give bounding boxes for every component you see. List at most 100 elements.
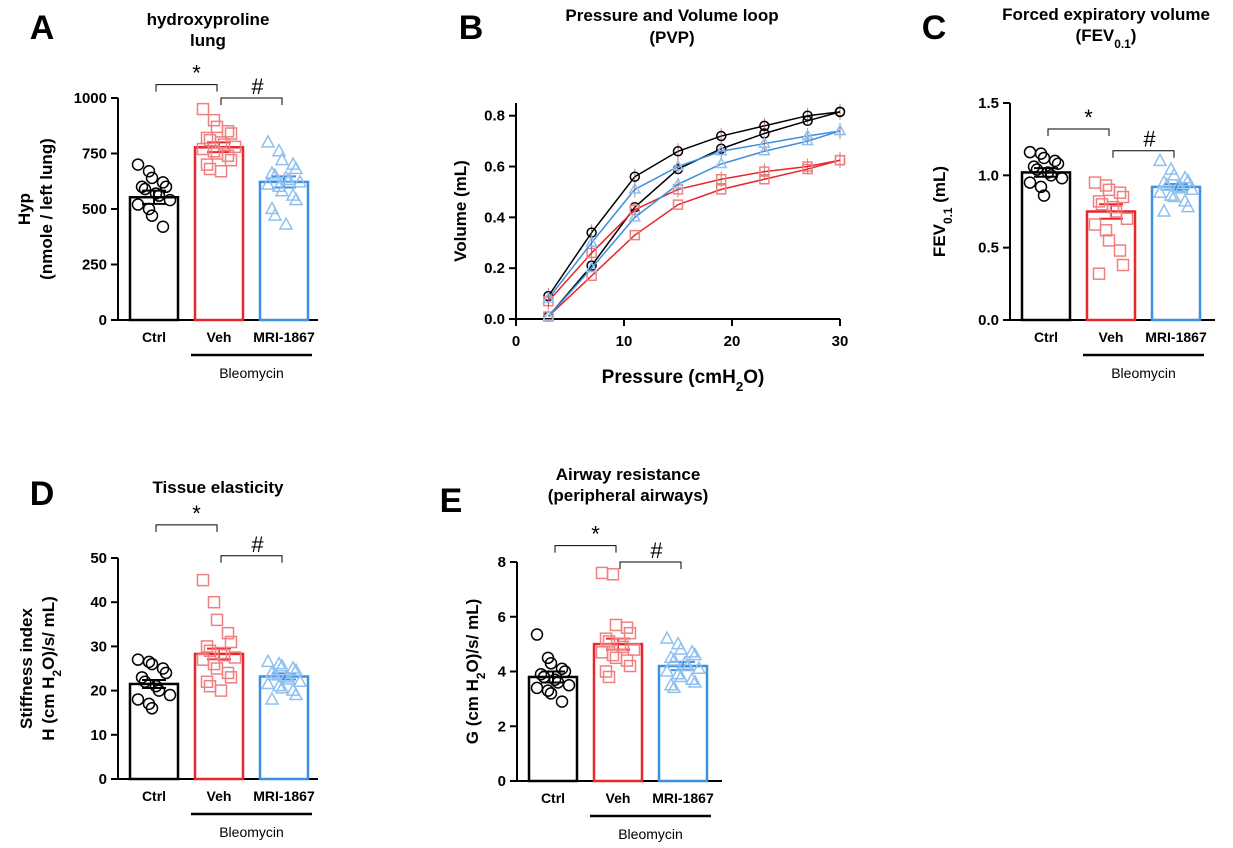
- data-point: [628, 210, 642, 222]
- data-point: [203, 162, 217, 176]
- data-point: [666, 679, 682, 694]
- data-point: [801, 128, 814, 141]
- data-point: [677, 655, 693, 669]
- data-point: [671, 159, 685, 171]
- y-tick-label: 6: [498, 609, 506, 626]
- data-point: [609, 618, 623, 632]
- data-point: [1048, 154, 1062, 168]
- significance-symbol: #: [650, 538, 663, 563]
- data-point: [210, 613, 224, 627]
- x-tick-label: 20: [724, 333, 741, 350]
- data-point: [292, 174, 308, 188]
- series-line-veh: [547, 159, 841, 318]
- data-point: [214, 684, 228, 697]
- x-tick-label: 0: [512, 333, 520, 350]
- data-point: [288, 192, 304, 206]
- panel-c: C Forced expiratory volume (FEV0.1) 0.0 0.5 1…: [922, 5, 1215, 381]
- data-point: [659, 630, 675, 644]
- data-point: [1166, 167, 1182, 181]
- data-point: [224, 127, 238, 140]
- significance-symbol: *: [1084, 105, 1093, 130]
- data-point: [131, 653, 145, 666]
- data-point: [200, 640, 214, 653]
- data-point: [691, 660, 707, 675]
- data-point: [758, 144, 771, 156]
- y-tick-label: 750: [82, 146, 107, 163]
- y-tick-label: 0: [99, 771, 107, 788]
- series-line-veh: [547, 159, 841, 302]
- data-point: [285, 660, 301, 674]
- data-point: [1088, 176, 1102, 189]
- data-point: [200, 675, 214, 689]
- data-point: [152, 189, 166, 202]
- data-point: [1092, 267, 1106, 280]
- y-tick-label: 1000: [74, 90, 107, 107]
- bar-mri-1867: [258, 675, 310, 781]
- data-point: [145, 171, 159, 185]
- data-point: [142, 655, 156, 669]
- data-point: [680, 657, 696, 672]
- x-category-label: MRI-1867: [652, 790, 714, 806]
- data-point: [541, 684, 555, 697]
- y-axis-label: Stiffness index: [17, 607, 36, 728]
- data-point: [292, 673, 308, 688]
- data-point: [530, 681, 544, 695]
- significance-bracket: [155, 524, 218, 532]
- x-category-label: Ctrl: [1034, 329, 1058, 345]
- data-point: [1173, 180, 1189, 194]
- y-tick-label: 10: [90, 727, 107, 744]
- data-point: [666, 652, 682, 666]
- data-point: [629, 204, 641, 215]
- data-point: [221, 125, 235, 138]
- data-point: [623, 659, 637, 673]
- panel-title: Tissue elasticity: [152, 478, 284, 497]
- panel-letter: B: [459, 9, 484, 47]
- data-point: [715, 130, 727, 142]
- data-point: [609, 651, 623, 665]
- data-point: [142, 165, 156, 178]
- x-category-label: Ctrl: [142, 329, 166, 345]
- data-point: [267, 667, 283, 681]
- data-point: [759, 120, 770, 132]
- y-tick-label: 40: [90, 594, 107, 611]
- significance-symbol: #: [1143, 127, 1156, 152]
- data-point: [274, 152, 290, 166]
- data-point: [562, 678, 576, 692]
- data-point: [131, 198, 145, 211]
- series-line-ctrl: [547, 111, 841, 297]
- data-point: [585, 235, 598, 248]
- data-point: [801, 134, 814, 146]
- x-category-label: MRI-1867: [1145, 329, 1207, 345]
- data-point: [288, 686, 304, 701]
- y-tick-label: 0: [498, 773, 506, 790]
- data-point: [1023, 145, 1037, 159]
- data-point: [802, 115, 813, 127]
- significance-bracket: [619, 561, 682, 569]
- data-point: [214, 646, 228, 660]
- data-point: [145, 702, 159, 715]
- data-point: [138, 182, 152, 196]
- panel-e: E Airway resistance (peripheral airways) 0 2…: [440, 465, 722, 842]
- data-point: [267, 167, 283, 181]
- data-point: [687, 647, 703, 661]
- x-category-label: Veh: [606, 790, 631, 806]
- data-point: [1159, 177, 1175, 191]
- x-category-label: Veh: [1099, 329, 1124, 345]
- panel-title: (PVP): [649, 28, 694, 47]
- bar-mri-1867: [1150, 185, 1202, 322]
- bar-ctrl: [128, 682, 180, 781]
- data-point: [207, 145, 221, 158]
- data-point: [673, 668, 689, 683]
- data-point: [274, 183, 290, 197]
- y-tick-label: 1.5: [978, 95, 999, 112]
- data-point: [670, 666, 686, 680]
- data-point: [264, 664, 280, 679]
- x-tick-label: 30: [832, 333, 849, 350]
- y-axis-label: Hyp: [15, 193, 34, 225]
- group-label: Bleomycin: [219, 365, 284, 381]
- data-point: [207, 657, 221, 671]
- data-point: [214, 165, 228, 178]
- data-point: [260, 176, 276, 190]
- significance-symbol: *: [192, 501, 201, 526]
